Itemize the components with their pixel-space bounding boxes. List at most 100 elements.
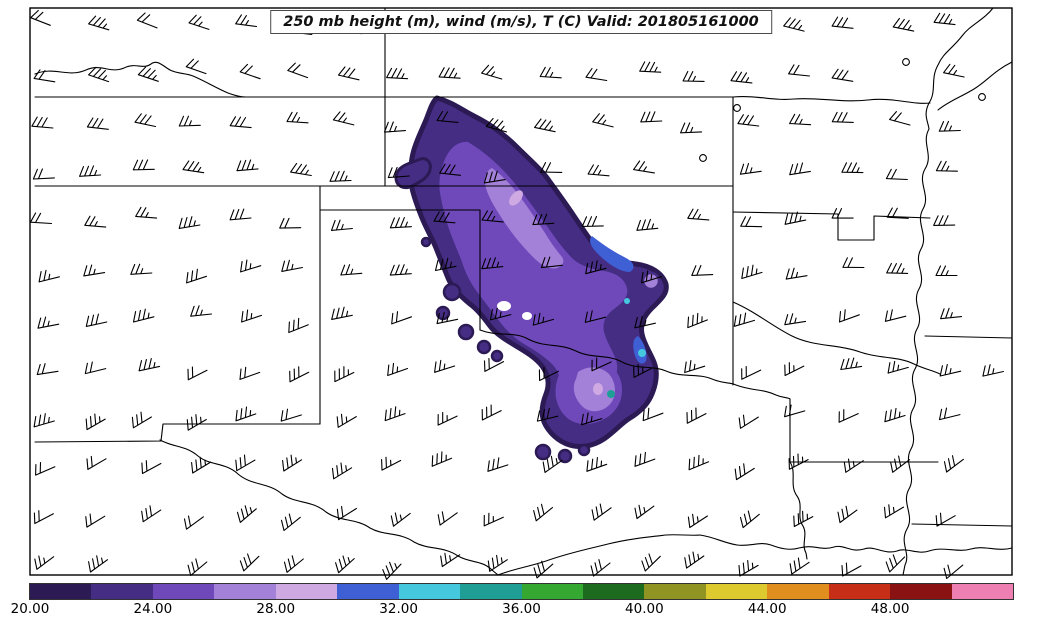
wind-barb: [534, 118, 556, 133]
wind-barb: [141, 460, 162, 475]
wind-barb: [581, 215, 604, 227]
wind-barb: [439, 163, 462, 176]
wind-barb: [841, 562, 862, 577]
wind-barb: [884, 309, 907, 322]
colorbar-segment: [705, 584, 768, 599]
wind-barb: [37, 316, 60, 329]
wind-barb: [642, 407, 664, 422]
contour-fill-28: [509, 190, 523, 206]
wind-barb: [85, 513, 106, 528]
wind-barb: [190, 305, 213, 317]
wind-barb: [288, 317, 309, 334]
wind-barb: [440, 552, 461, 568]
wind-barb: [283, 555, 304, 573]
colorbar-tick-label: 44.00: [747, 601, 787, 617]
wind-barb: [640, 111, 663, 123]
map-title: 250 mb height (m), wind (m/s), T (C) Val…: [270, 10, 772, 34]
wind-barb: [135, 206, 158, 219]
wind-barb: [687, 513, 708, 529]
wind-barb: [185, 58, 207, 75]
contour-fill-26: [484, 168, 564, 269]
wind-barb: [387, 362, 409, 377]
wind-barb: [481, 64, 503, 80]
contour-hole-2: [522, 312, 532, 320]
colorbar-segment: [644, 584, 706, 599]
wind-barb: [332, 111, 355, 126]
coastline-gulf: [497, 534, 1013, 576]
wind-barb: [838, 409, 859, 423]
colorbar-segment: [828, 584, 891, 599]
contour-hole: [497, 301, 511, 311]
wind-barb: [329, 170, 352, 182]
contour-satellite-blobs: [420, 236, 591, 464]
wind-barb: [733, 312, 756, 327]
wind-barb: [34, 555, 55, 570]
wind-barb: [542, 455, 563, 473]
contour-fill-30-strip: [590, 236, 634, 272]
wind-barb: [886, 207, 909, 219]
wind-barb: [389, 264, 412, 276]
wind-barb: [687, 208, 710, 221]
wind-barb: [178, 216, 201, 229]
wind-barb: [592, 113, 614, 128]
contour-fill-32-spot-2: [624, 298, 630, 304]
wind-barb: [739, 162, 762, 175]
wind-barb: [831, 208, 854, 219]
wind-barb: [235, 406, 257, 422]
wind-barb: [487, 554, 508, 572]
wind-barb: [79, 165, 102, 177]
wind-barb: [741, 264, 763, 280]
colorbar-segment: [582, 584, 645, 599]
wind-barb: [86, 117, 109, 130]
contour-shading-layer: [394, 95, 669, 464]
wind-barb: [31, 116, 54, 129]
wind-barb: [938, 120, 961, 132]
wind-barb: [32, 168, 55, 180]
wind-barb: [841, 162, 864, 174]
calm-wind-circle: [978, 93, 986, 101]
wind-barb: [331, 306, 353, 320]
wind-barb: [431, 451, 453, 467]
wind-barb: [280, 513, 301, 532]
colorbar: [29, 583, 1014, 600]
river-red-river: [479, 329, 791, 400]
wind-barb: [688, 454, 710, 471]
colorbar-segment: [91, 584, 153, 599]
wind-barb: [538, 367, 559, 382]
wind-barb: [384, 406, 406, 422]
contour-fill-24: [439, 141, 628, 408]
wind-barb: [890, 455, 911, 473]
wind-barb: [885, 168, 908, 181]
wind-barb: [30, 9, 51, 26]
wind-barb: [887, 360, 909, 374]
calm-wind-circle: [699, 154, 707, 162]
wind-barb: [336, 413, 357, 428]
wind-barb: [391, 311, 413, 325]
river-mississippi: [902, 7, 994, 576]
wind-barb: [831, 111, 854, 123]
wind-barb: [286, 111, 309, 124]
wind-barb: [137, 66, 159, 82]
colorbar-segment: [152, 584, 215, 599]
wind-barb: [533, 560, 554, 579]
wind-barb: [784, 404, 806, 418]
wind-barb: [740, 216, 763, 228]
wind-barb: [585, 260, 607, 275]
river-arkansas: [732, 301, 941, 375]
wind-barb: [785, 267, 808, 280]
wind-barb: [229, 116, 252, 129]
wind-barb: [236, 159, 259, 172]
wind-barb: [783, 17, 805, 32]
wind-barb: [33, 510, 54, 525]
wind-barb: [132, 159, 155, 171]
wind-barb: [383, 121, 406, 133]
wind-barb: [691, 264, 714, 276]
wind-barb: [134, 113, 157, 128]
wind-barb: [182, 160, 205, 174]
wind-barb: [933, 215, 956, 226]
wind-barb: [784, 211, 807, 225]
colorbar-tick-label: 48.00: [870, 601, 910, 617]
wind-barb: [684, 360, 706, 374]
wind-barb: [633, 364, 654, 378]
wind-barb: [88, 555, 109, 573]
